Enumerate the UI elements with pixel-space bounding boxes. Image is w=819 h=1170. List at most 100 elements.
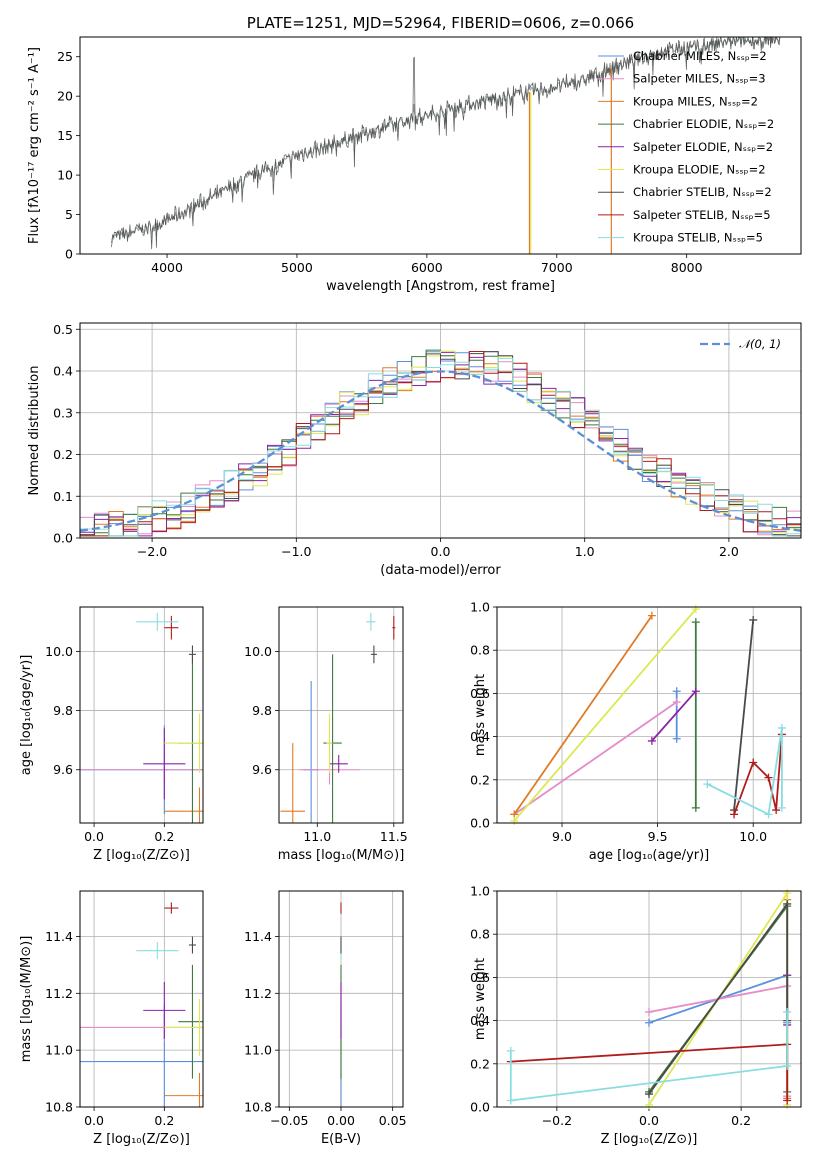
spectrum-panel: 4000 5000 6000 7000 8000 0 5 10 15 20 25 wavelength…	[27, 14, 802, 294]
x-tick-label: 10.0	[739, 829, 767, 844]
y-tick-label: 0.0	[470, 1100, 490, 1115]
legend-entry: Chabrier STELIB, Nₛₛₚ=2	[633, 185, 772, 199]
weight-point-marker	[749, 615, 758, 624]
x-tick-label: 0.0	[84, 829, 104, 844]
y-tick-label: 0.5	[53, 322, 73, 337]
axes-frame	[278, 606, 404, 824]
x-tick-label: 9.5	[648, 829, 668, 844]
spectrum-model-line	[110, 37, 781, 250]
x-tick-label: 0.00	[327, 1113, 355, 1128]
x-axis-label: mass [log₁₀(M/M⊙)]	[278, 848, 405, 863]
y-tick-label: 15	[57, 128, 73, 143]
x-axis-label: age [log₁₀(age/yr)]	[589, 848, 710, 863]
x-tick-label: 8000	[671, 260, 703, 275]
x-axis-label: wavelength [Angstrom, rest frame]	[326, 279, 555, 294]
residual-histogram-panel: −2.0 −1.0 0.0 1.0 2.0 0.0 0.1 0.2 0.3 0.4 0.5 (data…	[27, 322, 802, 578]
histogram-series	[80, 357, 801, 537]
weight-lines	[510, 605, 786, 825]
weight-point-marker	[645, 1018, 653, 1027]
legend-entry: Kroupa MILES, Nₛₛₚ=2	[633, 94, 758, 108]
weight-point-marker	[506, 1096, 515, 1105]
axes-frame	[496, 890, 802, 1108]
y-tick-label: 0.3	[53, 405, 73, 420]
y-tick-label: 20	[57, 89, 73, 104]
y-tick-label: 10	[57, 168, 73, 183]
y-tick-label: 0.6	[470, 686, 490, 701]
y-tick-label: 5	[65, 207, 73, 222]
x-axis-label: (data-model)/error	[380, 563, 501, 578]
weight-point-marker	[772, 806, 781, 815]
y-axis-label: mass [log₁₀(M/M⊙)]	[19, 936, 34, 1063]
y-axis-label: mass weight	[473, 958, 488, 1040]
weight-point-marker	[506, 1046, 515, 1055]
weight-point-marker	[777, 723, 786, 732]
y-tick-label: 0.0	[53, 531, 73, 546]
x-axis-label: Z [log₁₀(Z/Z⊙)]	[93, 848, 190, 863]
weight-point-marker	[764, 810, 773, 819]
x-tick-label: −0.2	[542, 1113, 572, 1128]
weight-point-marker	[510, 816, 519, 825]
y-tick-label: 0.8	[470, 643, 490, 658]
y-axis-label: age [log₁₀(age/yr)]	[19, 655, 34, 776]
weight-point-marker	[647, 611, 656, 620]
y-tick-label: 0.1	[53, 489, 73, 504]
weight-point-marker	[783, 1007, 792, 1016]
weight-point-marker	[783, 889, 792, 898]
histogram-series	[80, 351, 801, 537]
legend-entry: 𝒩(0, 1)	[739, 337, 781, 351]
legend-entry: Kroupa STELIB, Nₛₛₚ=5	[633, 231, 763, 245]
y-tick-label: 0.4	[53, 364, 73, 379]
y-tick-label: 0.6	[470, 970, 490, 985]
x-tick-label: 11.5	[380, 829, 408, 844]
weight-point-marker	[672, 734, 681, 743]
weight-point-marker	[691, 803, 700, 812]
weight-point-marker	[691, 605, 700, 614]
x-tick-label: 9.0	[552, 829, 572, 844]
chart-title: PLATE=1251, MJD=52964, FIBERID=0606, z=0…	[247, 14, 634, 32]
age-vs-metallicity-panel: 0.0 0.2 9.6 9.8 10.0 Z [log₁₀(Z/Z⊙)] age [log₁…	[19, 606, 204, 863]
y-axis-label: Flux [fλ10⁻¹⁷ erg cm⁻² s⁻¹ A⁻¹]	[27, 47, 42, 244]
age-vs-mass-panel: 11.0 11.5 9.6 9.8 10.0 mass [log₁₀(M/M⊙)]	[244, 606, 408, 863]
weight-point-marker	[645, 1007, 653, 1016]
x-tick-label: 5000	[281, 260, 313, 275]
y-tick-label: 11.4	[244, 929, 272, 944]
legend-entry: Chabrier ELODIE, Nₛₛₚ=2	[633, 117, 774, 131]
x-tick-label: 0.0	[84, 1113, 104, 1128]
mass-vs-metallicity-panel: 0.0 0.2 10.8 11.0 11.2 11.4 Z [log₁₀(Z/Z⊙)] mas…	[19, 890, 204, 1147]
x-tick-label: −1.0	[281, 544, 311, 559]
x-tick-label: 0.2	[731, 1113, 751, 1128]
y-tick-label: 10.0	[45, 644, 73, 659]
y-tick-label: 9.6	[252, 762, 272, 777]
weight-point-marker	[783, 1096, 792, 1105]
weight-point-marker	[783, 1061, 792, 1070]
y-tick-label: 1.0	[470, 884, 490, 899]
legend-entry: Kroupa ELODIE, Nₛₛₚ=2	[633, 163, 766, 177]
legend-entry: Salpeter ELODIE, Nₛₛₚ=2	[633, 140, 773, 154]
weight-point-marker	[703, 780, 712, 789]
y-tick-label: 9.6	[53, 762, 73, 777]
weight-lines	[506, 889, 792, 1109]
weight-point-marker	[645, 1090, 653, 1099]
weight-series-line	[733, 619, 755, 811]
axes-frame	[496, 606, 802, 824]
y-tick-label: 11.2	[244, 986, 272, 1001]
y-tick-label: 0.2	[470, 1056, 490, 1071]
y-tick-label: 0.8	[470, 927, 490, 942]
y-tick-label: 0.2	[470, 772, 490, 787]
weight-series-line	[651, 690, 697, 742]
axes-frame	[79, 606, 204, 824]
spectrum-lines	[110, 37, 781, 254]
y-tick-label: 0	[65, 247, 73, 262]
x-axis-label: Z [log₁₀(Z/Z⊙)]	[601, 1132, 698, 1147]
y-tick-label: 25	[57, 49, 73, 64]
y-axis-label: Normed distribution	[27, 366, 42, 496]
weight-series-line	[513, 615, 653, 815]
x-tick-label: 0.0	[431, 544, 451, 559]
y-tick-label: 0.0	[470, 816, 490, 831]
mass-weight-vs-metallicity-panel: −0.2 0.0 0.2 0.0 0.2 0.4 0.6 0.8 1.0 Z [log₁₀(Z/Z…	[470, 884, 802, 1147]
weight-series-line	[509, 1012, 789, 1102]
x-axis-label: E(B-V)	[321, 1132, 361, 1147]
x-tick-label: 7000	[541, 260, 573, 275]
weight-point-marker	[647, 736, 656, 745]
